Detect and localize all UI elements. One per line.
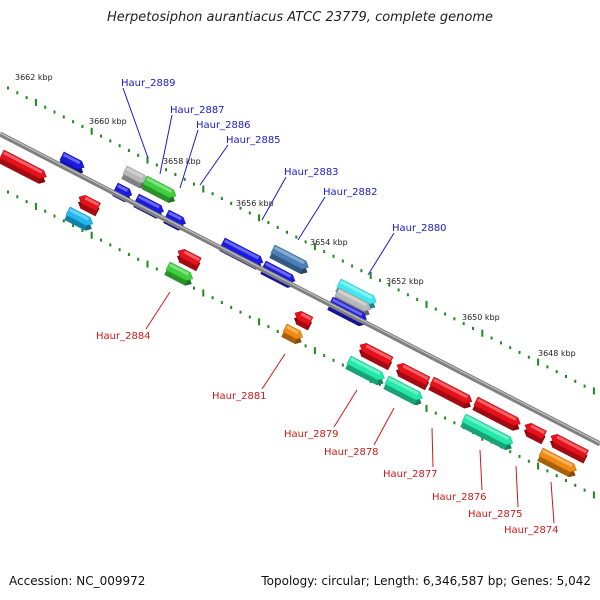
tick-label: 3656 kbp [236,199,274,208]
backbone [0,131,600,447]
leader-line [122,87,149,159]
leader-line [333,389,358,428]
tick-label: 3654 kbp [310,238,348,247]
tick-label: 3650 kbp [462,313,500,322]
leader-line [515,465,519,508]
tick-label: 3660 kbp [89,117,127,126]
tick-label: 3648 kbp [538,349,576,358]
leader-line [550,481,555,524]
gene-haur-2879[interactable] [345,355,388,387]
genome-info-text: Topology: circular; Length: 6,346,587 bp… [261,574,591,588]
gene-label-reverse[interactable]: Haur_2877 [383,469,438,480]
backbone-highlight [0,132,600,444]
leader-line [179,129,199,189]
gene-haur-2886[interactable] [141,175,180,205]
tick-label: 3652 kbp [386,277,424,286]
backbone-line [0,131,600,447]
gene-red-3[interactable] [174,247,203,272]
gene-haur-2876b[interactable] [460,413,517,452]
gene-label-forward[interactable]: Haur_2882 [323,187,378,198]
gene-label-reverse[interactable]: Haur_2881 [212,391,267,402]
gene-haur-2878[interactable] [383,375,426,407]
gene-label-reverse[interactable]: Haur_2875 [468,509,523,520]
gene-label-forward[interactable]: Haur_2889 [121,78,176,89]
gene-label-forward[interactable]: Haur_2886 [196,120,251,131]
gene-haur-2884[interactable] [164,261,197,288]
gene-label-reverse[interactable]: Haur_2884 [96,331,151,342]
gene-label-forward[interactable]: Haur_2880 [392,223,447,234]
leader-line [297,196,326,241]
leader-line [159,114,173,175]
gene-label-reverse[interactable]: Haur_2874 [504,525,559,536]
gene-label-reverse[interactable]: Haur_2878 [324,447,379,458]
gene-haur-2874[interactable] [547,432,590,464]
leader-line [199,144,229,186]
gene-labels: Haur_2889 Haur_2887 Haur_2886 Haur_2885 Haur… [96,78,559,536]
accession-text: Accession: NC_009972 [9,574,146,588]
gene-haur-2874b[interactable] [537,447,580,479]
figure-title: Herpetosiphon aurantiacus ATCC 23779, co… [106,10,494,25]
leader-line [479,449,483,491]
tick-label: 3662 kbp [15,73,53,82]
leader-line [373,407,395,446]
gene-red-1[interactable] [0,149,50,186]
gene-red-5[interactable] [356,341,395,371]
gene-haur-2875[interactable] [521,421,548,445]
gene-haur-2889[interactable] [58,151,88,177]
gene-cyan-1[interactable] [64,206,97,233]
gene-track-front [0,149,590,479]
leader-line [261,353,286,390]
tick-label: 3658 kbp [163,157,201,166]
gene-label-reverse[interactable]: Haur_2876 [432,492,487,503]
gene-label-forward[interactable]: Haur_2885 [226,135,281,146]
gene-red-4[interactable] [291,309,315,331]
gene-haur-2876[interactable] [472,396,524,433]
gene-red-2[interactable] [75,193,102,217]
leader-line [431,427,434,468]
leader-line [145,291,171,330]
gene-label-forward[interactable]: Haur_2887 [170,105,225,116]
gene-label-forward[interactable]: Haur_2883 [284,167,339,178]
leader-line [367,232,395,276]
gene-haur-2877[interactable] [428,376,476,411]
gene-label-reverse[interactable]: Haur_2879 [284,429,339,440]
gene-haur-2881[interactable] [281,323,307,346]
gene-haur-2882[interactable] [269,244,312,276]
leader-line [261,176,287,221]
gene-red-6[interactable] [393,361,432,391]
